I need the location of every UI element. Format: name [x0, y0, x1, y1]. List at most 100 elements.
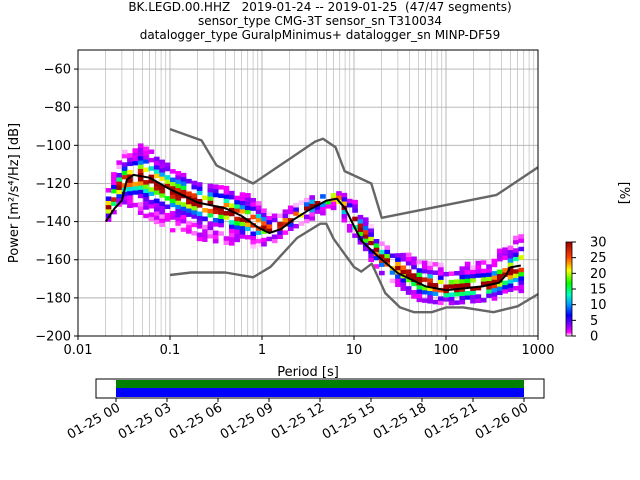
density-cell	[175, 170, 182, 176]
density-cell	[282, 222, 289, 227]
density-cell	[170, 194, 176, 199]
density-cell	[298, 200, 305, 205]
density-cell	[384, 253, 391, 259]
density-cell	[191, 201, 198, 207]
density-cell	[341, 209, 348, 215]
density-cell	[191, 214, 198, 219]
density-cell	[475, 285, 482, 291]
density-cell	[159, 176, 165, 181]
density-cell	[379, 270, 385, 276]
density-cell	[164, 217, 171, 222]
density-cell	[175, 212, 182, 218]
density-cell	[459, 291, 466, 297]
x-tick-label: 0.1	[160, 343, 181, 358]
density-cell	[470, 265, 476, 270]
density-cell	[304, 197, 310, 203]
density-cell	[116, 193, 123, 199]
density-cell	[464, 291, 471, 296]
density-cell	[132, 186, 139, 191]
density-cell	[502, 268, 508, 273]
density-cell	[282, 209, 289, 214]
density-cell	[207, 208, 214, 214]
density-cell	[502, 289, 508, 294]
density-cell	[486, 284, 492, 290]
density-cell	[491, 287, 498, 293]
density-cell	[427, 282, 433, 287]
density-cell	[127, 178, 133, 183]
density-cell	[153, 165, 160, 170]
density-cell	[153, 186, 160, 191]
density-cell	[196, 190, 203, 196]
density-cell	[384, 257, 391, 263]
density-cell	[170, 227, 176, 233]
density-cell	[202, 237, 208, 242]
density-cell	[416, 272, 423, 277]
density-cell	[111, 172, 117, 177]
density-cell	[325, 204, 332, 209]
density-cell	[127, 199, 133, 204]
density-cell	[175, 175, 182, 180]
density-cell	[502, 255, 508, 260]
density-cell	[116, 164, 123, 170]
density-cell	[271, 213, 278, 219]
density-cell	[143, 196, 149, 202]
density-cell	[196, 182, 203, 187]
density-cell	[475, 264, 482, 270]
density-cell	[105, 209, 112, 214]
density-cell	[411, 256, 417, 261]
density-cell	[202, 233, 208, 238]
density-cell	[121, 166, 128, 171]
density-cell	[395, 278, 401, 283]
density-cell	[105, 217, 112, 222]
density-cell	[384, 245, 391, 250]
density-cell	[116, 177, 123, 182]
density-cell	[421, 277, 428, 282]
density-cell	[255, 230, 262, 235]
density-cell	[518, 267, 525, 273]
density-cell	[448, 271, 455, 276]
density-heatmap	[105, 143, 525, 306]
density-cell	[207, 229, 214, 235]
density-cell	[148, 174, 155, 180]
density-cell	[491, 292, 498, 297]
density-cell	[427, 294, 433, 300]
colorbar-tick-label: 5	[590, 314, 598, 329]
density-cell	[137, 176, 144, 182]
density-cell	[191, 205, 198, 211]
density-cell	[266, 211, 273, 217]
density-cell	[132, 202, 139, 208]
density-cell	[111, 180, 117, 185]
density-cell	[293, 223, 299, 229]
density-cell	[266, 219, 273, 225]
density-cell	[271, 217, 278, 223]
density-cell	[421, 260, 428, 266]
density-cell	[228, 203, 235, 208]
density-cell	[148, 212, 155, 217]
density-cell	[513, 252, 519, 257]
plot-frame	[77, 49, 539, 337]
density-cell	[116, 198, 123, 203]
density-cell	[448, 279, 455, 285]
density-cell	[368, 228, 374, 233]
density-cell	[164, 166, 171, 172]
density-cell	[379, 249, 385, 255]
density-cell	[159, 218, 165, 223]
density-cell	[137, 147, 144, 153]
density-cell	[320, 202, 326, 208]
density-cell	[132, 190, 139, 195]
density-cell	[266, 215, 273, 221]
density-cell	[111, 197, 117, 202]
density-cell	[277, 234, 283, 240]
density-cell	[255, 201, 262, 206]
density-cell	[421, 285, 428, 291]
density-cell	[137, 210, 144, 216]
density-cell	[491, 254, 498, 259]
density-cell	[207, 238, 214, 243]
density-cell	[427, 273, 433, 279]
density-cell	[341, 218, 348, 223]
density-cell	[196, 224, 203, 229]
density-cell	[513, 269, 519, 274]
density-cell	[132, 148, 139, 153]
density-cell	[427, 278, 433, 283]
density-cell	[502, 280, 508, 286]
